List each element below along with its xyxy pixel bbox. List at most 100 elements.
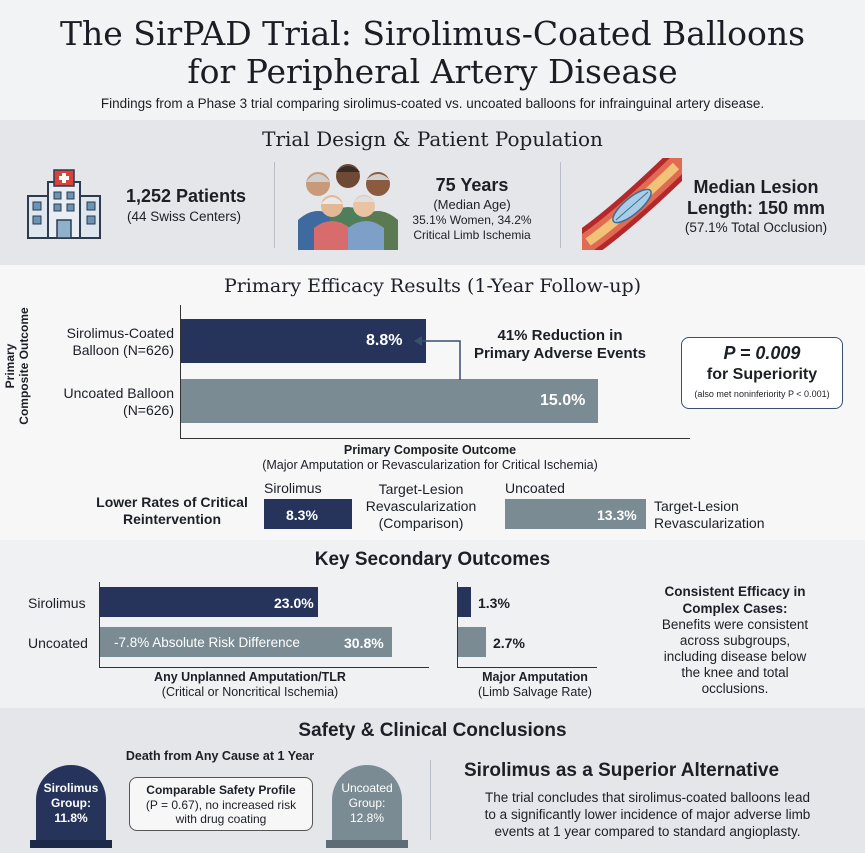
- tombstone-sirolimus-line2: Group:: [51, 796, 91, 810]
- safety-box-line2: with drug coating: [175, 812, 267, 826]
- conclusion-line1: The trial concludes that sirolimus-coate…: [485, 790, 810, 805]
- lesion-length-line2: Length: 150 mm: [686, 198, 826, 218]
- lesion-length-line1: Median Lesion: [693, 177, 819, 197]
- tombstone-uncoated-line2: Group:: [348, 796, 386, 810]
- women-cli-line2: Critical Limb Ischemia: [413, 228, 531, 242]
- secondary-row-uncoated: Uncoated: [28, 635, 88, 651]
- page-title-line2: for Peripheral Artery Disease: [187, 52, 678, 91]
- bar1-label-line2: Balloon (N=626): [72, 342, 174, 358]
- reduction-line1: 41% Reduction in: [497, 327, 623, 344]
- tlr-right-line2: Revascularization: [654, 515, 765, 531]
- design-divider-2: [560, 162, 561, 248]
- tlr-sirolimus-value: 8.3%: [286, 507, 318, 523]
- amp-tlr-label-line1: Any Unplanned Amputation/TLR: [154, 670, 346, 684]
- primary-bar-sirolimus-value: 8.8%: [366, 332, 403, 349]
- tombstone-sirolimus-line3: 11.8%: [54, 811, 88, 825]
- women-cli-line1: 35.1% Women, 34.2%: [412, 213, 532, 227]
- artery-balloon-icon: [582, 158, 682, 250]
- major-amp-bar-uncoated: [458, 627, 486, 657]
- reduction-line2: Primary Adverse Events: [473, 345, 647, 362]
- secondary-heading: Key Secondary Outcomes: [314, 549, 551, 570]
- major-amp-sirolimus-value: 1.3%: [478, 595, 510, 611]
- consistent-body-line4: the knee and total: [681, 665, 789, 680]
- amp-tlr-uncoated-value: 30.8%: [344, 635, 384, 651]
- primary-heading: Primary Efficacy Results (1-Year Follow-…: [223, 275, 642, 297]
- patients-count: 1,252 Patients: [126, 186, 247, 206]
- primary-xlabel-line1: Primary Composite Outcome: [343, 443, 517, 457]
- tombstone-uncoated-line1: Uncoated: [341, 781, 393, 795]
- consistent-body-line2: across subgroups,: [679, 633, 791, 648]
- consistent-body-line1: Benefits were consistent: [661, 617, 809, 632]
- tlr-mid-line2: Revascularization: [365, 498, 477, 514]
- primary-y-axis-label: Primary Composite Outcome: [3, 301, 31, 431]
- amp-tlr-label-line2: (Critical or Noncritical Ischemia): [161, 685, 339, 699]
- tlr-mid-line3: (Comparison): [378, 515, 464, 531]
- tlr-title-line2: Reintervention: [122, 511, 221, 527]
- y-axis-label-line1: Primary: [3, 343, 17, 389]
- safety-heading: Safety & Clinical Conclusions: [298, 720, 567, 741]
- conclusion-title: Sirolimus as a Superior Alternative: [464, 760, 780, 781]
- primary-axis-y: [180, 305, 181, 439]
- consistent-title-line2: Complex Cases:: [682, 601, 788, 616]
- page-subtitle: Findings from a Phase 3 trial comparing …: [100, 96, 765, 111]
- tlr-right-line1: Target-Lesion: [654, 498, 739, 514]
- consistent-body-line3: including disease below: [663, 649, 807, 664]
- primary-bar-uncoated-value: 15.0%: [540, 392, 586, 409]
- tlr-uncoated-value: 13.3%: [597, 507, 637, 523]
- amp-tlr-sirolimus-value: 23.0%: [274, 595, 314, 611]
- bar2-label-line2: (N=626): [123, 402, 174, 418]
- y-axis-label-line2: Composite Outcome: [17, 307, 31, 425]
- conclusion-line2: to a significantly lower incidence of ma…: [484, 807, 811, 822]
- secondary-row-sirolimus: Sirolimus: [28, 595, 86, 611]
- reduction-arrow: [414, 336, 461, 380]
- secondary-axis-x: [99, 667, 429, 668]
- primary-bar-sirolimus: [181, 319, 426, 363]
- safety-box-line1: (P = 0.67), no increased risk: [145, 798, 297, 812]
- tombstone-base-1: [30, 840, 112, 848]
- consistent-title-line1: Consistent Efficacy in: [664, 584, 806, 599]
- major-axis-y: [457, 582, 458, 668]
- tombstone-sirolimus-line1: Sirolimus: [43, 781, 99, 795]
- tlr-sirolimus-bar: [264, 499, 352, 529]
- total-occlusion: (57.1% Total Occlusion): [684, 220, 828, 235]
- tombstone-uncoated: [332, 765, 402, 843]
- amp-tlr-risk-difference: -7.8% Absolute Risk Difference: [114, 635, 300, 650]
- pvalue: P = 0.009: [723, 343, 801, 363]
- pvalue-note: (also met noninferiority P < 0.001): [694, 389, 830, 399]
- major-amp-uncoated-value: 2.7%: [493, 635, 525, 651]
- safety-box: [129, 777, 313, 831]
- design-section: [0, 120, 865, 265]
- tombstone-sirolimus: [36, 765, 106, 843]
- major-amp-label-line1: Major Amputation: [482, 670, 588, 684]
- major-amp-label-line2: (Limb Salvage Rate): [478, 685, 592, 699]
- pvalue-superiority: for Superiority: [706, 366, 818, 383]
- tombstone-uncoated-line3: 12.8%: [349, 811, 385, 825]
- major-axis-x: [457, 667, 597, 668]
- death-title: Death from Any Cause at 1 Year: [125, 749, 315, 763]
- bar1-label-line1: Sirolimus-Coated: [66, 325, 174, 341]
- bar2-label-line1: Uncoated Balloon: [63, 385, 174, 401]
- major-amp-bar-sirolimus: [458, 587, 472, 617]
- tlr-sirolimus-label: Sirolimus: [264, 480, 322, 496]
- tlr-uncoated-bar: [505, 499, 646, 529]
- patients-group-icon: [298, 164, 398, 250]
- tlr-uncoated-label: Uncoated: [505, 480, 565, 496]
- pvalue-box: [681, 337, 843, 409]
- age-median: 75 Years: [435, 175, 509, 195]
- hospital-icon: [27, 169, 101, 239]
- tlr-title-line1: Lower Rates of Critical: [96, 494, 248, 510]
- page-title-line1: The SirPAD Trial: Sirolimus-Coated Ballo…: [59, 14, 806, 53]
- safety-box-title: Comparable Safety Profile: [146, 783, 296, 797]
- design-heading: Trial Design & Patient Population: [262, 127, 603, 151]
- secondary-axis-y: [99, 582, 100, 668]
- consistent-body-line5: occlusions.: [701, 681, 769, 696]
- conclusion-line3: events at 1 year compared to standard an…: [494, 824, 801, 839]
- safety-divider: [430, 760, 431, 840]
- primary-axis-x: [180, 438, 690, 439]
- amp-tlr-bar-uncoated: [100, 627, 392, 657]
- design-divider: [274, 162, 275, 248]
- tombstone-base-2: [326, 840, 408, 848]
- patients-centers: (44 Swiss Centers): [127, 209, 242, 224]
- secondary-section: [0, 540, 865, 708]
- age-label: (Median Age): [433, 197, 511, 212]
